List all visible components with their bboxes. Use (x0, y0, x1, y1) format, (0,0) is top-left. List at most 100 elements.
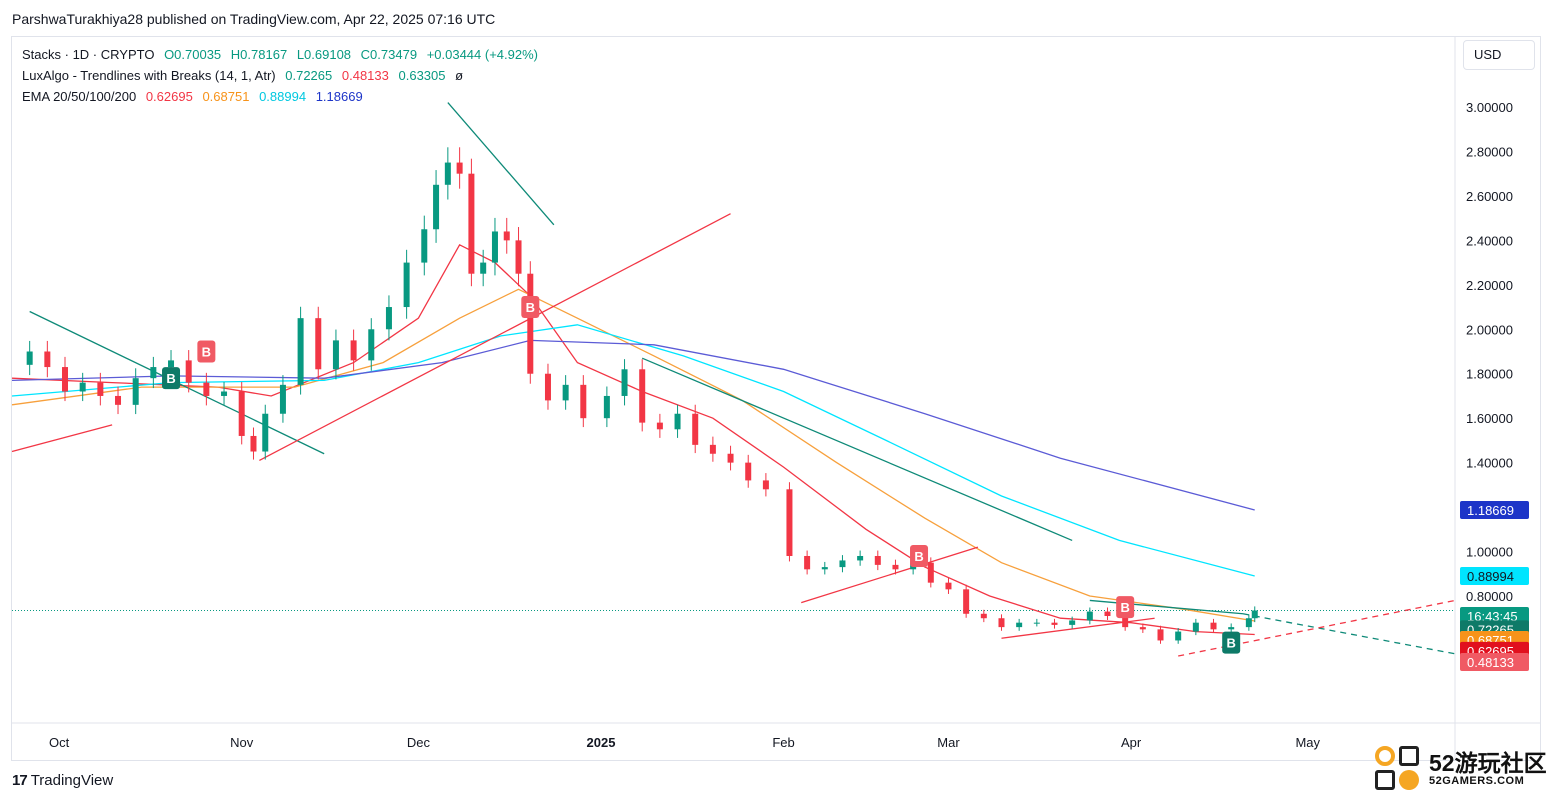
candle-body (692, 413, 699, 445)
trendline-support (801, 546, 979, 604)
candle (185, 350, 192, 393)
candle-body (491, 231, 498, 263)
currency-button[interactable]: USD (1463, 40, 1535, 70)
candle (468, 158, 475, 287)
candle (456, 147, 463, 189)
candle (727, 445, 734, 471)
candle-body (1016, 622, 1023, 628)
legend-luxalgo-title[interactable]: LuxAlgo - Trendlines with Breaks (14, 1,… (22, 68, 276, 83)
candle-body (203, 382, 210, 396)
trendline-support (11, 424, 113, 453)
candle (262, 404, 269, 460)
candle-body (998, 618, 1005, 628)
candle (821, 561, 828, 575)
candle-body (480, 262, 487, 274)
candle-body (1245, 618, 1252, 628)
candle (444, 147, 451, 200)
candle (527, 261, 534, 384)
candle (433, 170, 440, 243)
candle-body (621, 369, 628, 396)
candle (250, 427, 257, 460)
break-label-text: B (1226, 636, 1235, 651)
legend-change: +0.03444 (+4.92%) (426, 47, 538, 62)
candle (839, 555, 846, 573)
legend-ema-title[interactable]: EMA 20/50/100/200 (22, 89, 137, 104)
watermark-subtitle: 52GAMERS.COM (1429, 775, 1525, 787)
candle (332, 329, 339, 380)
candle-body (580, 384, 587, 419)
candle-body (1139, 627, 1146, 630)
x-tick-label: Mar (937, 735, 960, 750)
candle (1069, 616, 1076, 629)
candle-body (527, 273, 534, 374)
break-label-box (910, 544, 929, 567)
y-tick-label: 2.60000 (1466, 189, 1513, 204)
candle-body (727, 453, 734, 463)
candle-body (503, 231, 510, 241)
candle-body (1175, 631, 1182, 641)
candle-body (745, 462, 752, 481)
candle (621, 359, 628, 406)
chart-frame[interactable] (11, 36, 1541, 761)
legend-symbol[interactable]: Stacks · 1D · CRYPTO (22, 47, 155, 62)
candle (874, 550, 881, 571)
candle (1157, 625, 1164, 644)
tradingview-logo[interactable]: 17 TradingView (12, 772, 113, 789)
x-tick-label: May (1295, 735, 1320, 750)
candle-body (403, 262, 410, 308)
legend-symbol-row: Stacks · 1D · CRYPTO O0.70035 H0.78167 L… (22, 44, 544, 65)
candle (221, 381, 228, 406)
candle (79, 372, 86, 402)
candle-body (892, 564, 899, 570)
candle (892, 559, 899, 575)
candle (132, 368, 139, 415)
candle-body (1122, 616, 1129, 628)
candle-body (945, 582, 952, 590)
candle (709, 436, 716, 462)
candle-body (456, 162, 463, 174)
candle (674, 404, 681, 438)
candle-body (115, 395, 122, 405)
break-label-text: B (526, 300, 535, 315)
candle (97, 372, 104, 406)
tradingview-brand: TradingView (30, 772, 114, 789)
candle-body (674, 413, 681, 430)
candle (544, 363, 551, 410)
y-tick-label: 2.40000 (1466, 233, 1513, 248)
candle (998, 614, 1005, 631)
legend-ema-20: 0.62695 (145, 89, 193, 104)
candle-body (1228, 627, 1235, 630)
chart-legend: Stacks · 1D · CRYPTO O0.70035 H0.78167 L… (22, 44, 544, 107)
candle (692, 404, 699, 454)
candle (927, 557, 934, 588)
legend-luxalgo-row: LuxAlgo - Trendlines with Breaks (14, 1,… (22, 65, 544, 86)
y-tick-label: 2.80000 (1466, 144, 1513, 159)
legend-lux-value-3: 0.63305 (398, 68, 446, 83)
candle-body (544, 373, 551, 401)
trendline-support (1001, 617, 1155, 639)
candle-body (1051, 622, 1058, 625)
candle (403, 249, 410, 319)
candle (745, 454, 752, 488)
legend-high: H0.78167 (230, 47, 288, 62)
trendline-resistance (641, 357, 1073, 542)
candle-body (421, 229, 428, 263)
candle (421, 215, 428, 276)
candle (1104, 607, 1111, 620)
candle-body (1033, 622, 1040, 624)
candle (1033, 618, 1040, 627)
candle-body (1192, 622, 1199, 632)
candle (857, 550, 864, 566)
candle (980, 609, 987, 623)
candle (1139, 623, 1146, 633)
candle (580, 375, 587, 428)
candle (26, 340, 33, 376)
price-tag: 0.48133 (1460, 653, 1529, 672)
candle (1245, 614, 1252, 631)
candle-body (368, 329, 375, 361)
candle (1192, 618, 1199, 636)
candle-body (927, 562, 934, 583)
y-tick-label: 1.60000 (1466, 411, 1513, 426)
candle-body (1251, 610, 1258, 619)
